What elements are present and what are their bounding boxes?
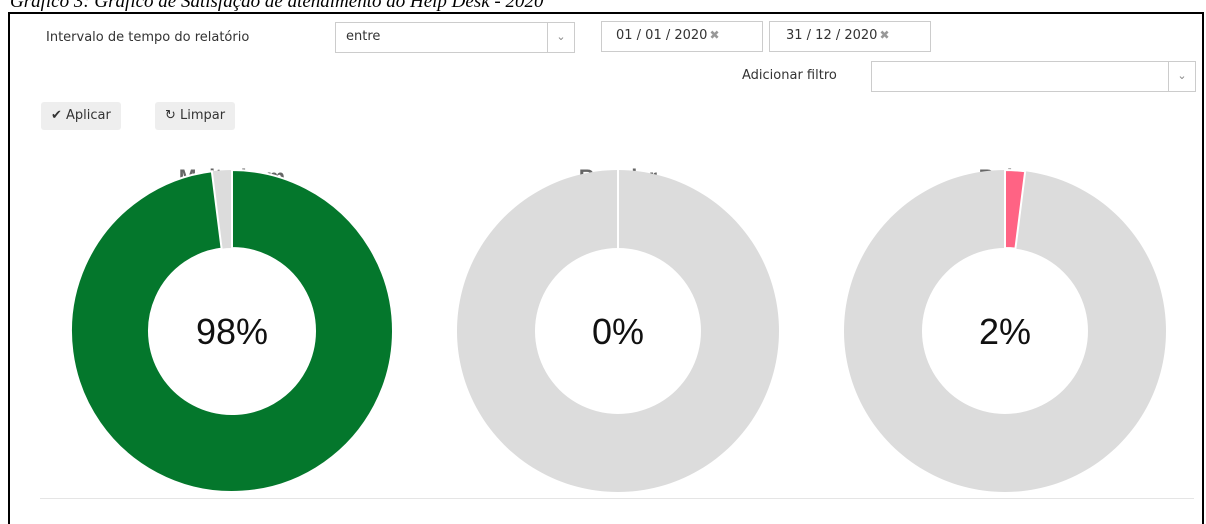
apply-text: Aplicar: [66, 108, 111, 123]
date-from[interactable]: 01 / 01 / 2020 ✖: [601, 21, 763, 52]
gauge-value-label: 98%: [196, 311, 268, 352]
clear-icon[interactable]: ✖: [879, 28, 890, 42]
date-to[interactable]: 31 / 12 / 2020 ✖: [769, 21, 931, 52]
gauge-value-label: 2%: [979, 311, 1031, 352]
add-filter-select[interactable]: ⌄: [871, 61, 1196, 92]
operator-value: entre: [346, 29, 381, 44]
date-from-value: 01 / 01 / 2020: [616, 28, 708, 43]
separator: [40, 498, 1194, 499]
ring-background: [843, 170, 1166, 492]
apply-button[interactable]: ✔ Aplicar: [41, 102, 121, 130]
clear-text: Limpar: [180, 108, 226, 123]
add-filter-label: Adicionar filtro: [742, 68, 837, 83]
date-to-value: 31 / 12 / 2020: [786, 28, 878, 43]
gauge-arc: [70, 168, 395, 493]
gauge-arc: [1004, 168, 1027, 250]
caret: ⌄: [547, 23, 574, 52]
gauge-value-label: 0%: [592, 311, 644, 352]
clear-icon[interactable]: ✖: [709, 28, 720, 42]
clear-button[interactable]: ↻ Limpar: [155, 102, 236, 130]
filter-label: Intervalo de tempo do relatório: [46, 30, 250, 45]
caption: Gráfico 3: Gráfico de Satisfação de aten…: [10, 0, 544, 12]
operator-select[interactable]: entre ⌄: [335, 22, 575, 53]
caret: ⌄: [1168, 62, 1195, 91]
ring-background: [456, 170, 779, 492]
frame: [8, 12, 1204, 524]
